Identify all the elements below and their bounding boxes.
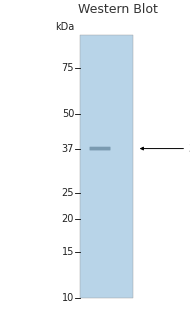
Text: 20: 20 (62, 214, 74, 224)
Text: 15: 15 (62, 247, 74, 257)
Text: 25: 25 (62, 188, 74, 198)
Text: 37kDa: 37kDa (188, 144, 190, 154)
Bar (80, 35, 133, 298)
Text: 37: 37 (62, 144, 74, 154)
Text: kDa: kDa (55, 22, 74, 32)
Text: 10: 10 (62, 293, 74, 303)
Text: 75: 75 (62, 63, 74, 73)
FancyBboxPatch shape (89, 147, 111, 150)
Text: 50: 50 (62, 109, 74, 119)
Text: Western Blot: Western Blot (78, 3, 158, 16)
